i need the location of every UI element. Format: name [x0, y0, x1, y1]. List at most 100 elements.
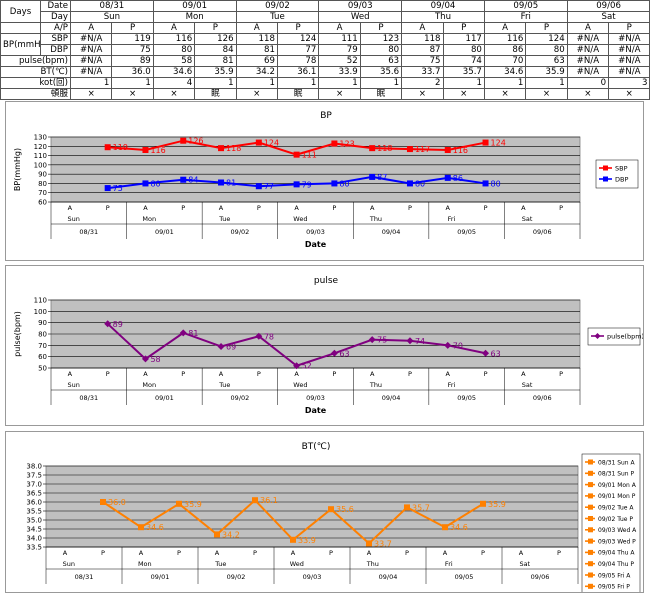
data-point [255, 183, 262, 190]
data-point [180, 137, 187, 144]
sleep-cell: × [566, 88, 610, 100]
dbp-cell: 79 [318, 44, 361, 56]
x-date-label: 09/06 [531, 573, 550, 581]
x-ap-label: P [257, 370, 261, 378]
legend-box [581, 453, 641, 592]
y-tick-label: 34.5 [26, 526, 42, 534]
x-ap-label: A [370, 204, 375, 212]
x-ap-label: P [101, 549, 105, 557]
y-tick-label: 80 [38, 331, 47, 339]
x-axis-title: Date [305, 406, 327, 415]
x-date-label: 09/05 [455, 573, 474, 581]
pulse-cell: 78 [276, 55, 320, 67]
kot-cell: 1 [69, 77, 113, 89]
bt-cell: 35.7 [442, 66, 485, 78]
y-tick-label: 100 [34, 161, 47, 169]
kot-cell: 1 [111, 77, 154, 89]
sbp-cell: #N/A [69, 33, 113, 45]
day-cell: Sun [70, 11, 154, 23]
day-cell: Fri [483, 11, 568, 23]
sbp-cell: #N/A [608, 33, 650, 45]
x-ap-label: P [484, 370, 488, 378]
x-date-label: 09/01 [155, 228, 174, 236]
x-ap-label: A [63, 549, 68, 557]
data-label: 87 [377, 173, 387, 182]
day-cell: Wed [318, 11, 403, 23]
data-label: 79 [302, 180, 312, 189]
data-point [482, 180, 489, 187]
x-date-label: 09/03 [303, 573, 322, 581]
sleep-cell: × [483, 88, 527, 100]
x-date-label: 08/31 [75, 573, 94, 581]
data-label: 111 [302, 151, 317, 160]
legend-entry: 09/03 Wed A [598, 527, 637, 534]
ap-cell: A [401, 22, 444, 34]
dbp-cell: 81 [235, 44, 278, 56]
data-point [444, 341, 452, 349]
x-ap-label: A [519, 549, 524, 557]
date-row: Days Date 08/31 09/01 09/02 09/03 09/04 09/05 09… [0, 0, 650, 23]
x-axis-title: Date [305, 240, 327, 249]
x-day-label: Fri [448, 215, 456, 223]
data-label: 80 [491, 179, 501, 188]
x-ap-label: P [408, 370, 412, 378]
sleep-cell: × [152, 88, 196, 100]
legend-box [587, 327, 641, 346]
y-tick-label: 70 [38, 189, 47, 197]
legend-entry: DBP [615, 175, 628, 183]
x-date-label: 08/31 [79, 394, 98, 402]
data-point [141, 355, 149, 363]
pulse-cell: #N/A [69, 55, 113, 67]
legend-marker [588, 493, 593, 499]
y-tick-label: 70 [38, 342, 47, 350]
x-day-label: Mon [138, 560, 152, 568]
ap-cell: P [111, 22, 154, 34]
x-ap-label: A [521, 370, 526, 378]
sleep-cell: × [111, 88, 154, 100]
data-label: 33.7 [374, 539, 392, 548]
kot-cell: 1 [235, 77, 278, 89]
dbp-cell: 80 [152, 44, 196, 56]
x-ap-label: P [332, 204, 336, 212]
x-date-label: 09/04 [382, 228, 401, 236]
data-point [293, 362, 301, 370]
x-ap-label: A [68, 370, 73, 378]
data-point [293, 181, 300, 188]
data-label: 118 [377, 144, 392, 153]
dbp-cell: #N/A [608, 44, 650, 56]
x-day-label: Wed [293, 215, 307, 223]
data-point [444, 147, 451, 153]
data-point [331, 140, 338, 147]
legend-entry: 08/31 Sun P [598, 471, 635, 478]
x-ap-label: A [68, 204, 73, 212]
sleep-cell: × [69, 88, 113, 100]
sleep-label: 頓服 [0, 88, 71, 100]
x-ap-label: A [446, 204, 451, 212]
pulse-chart: pulse 50 60 70 80 90 100 110 pulse(bpm) A P A P A P A P A… [13, 276, 643, 415]
data-label: 81 [188, 329, 198, 338]
dbp-row: DBP #N/A 75 80 84 81 77 79 80 87 80 86 80 #N/A #N/A [1, 44, 650, 56]
data-label: 78 [264, 332, 274, 341]
bt-cell: 34.2 [235, 66, 278, 78]
x-date-label: 09/02 [231, 228, 250, 236]
data-label: 118 [226, 144, 241, 153]
sbp-cell: 123 [359, 33, 403, 45]
data-label: 69 [226, 342, 236, 351]
legend-entry: 09/03 Wed P [598, 538, 636, 545]
x-date-label: 09/01 [155, 394, 174, 402]
y-tick-label: 110 [34, 152, 47, 160]
bt-cell: 34.6 [152, 66, 196, 78]
data-label: 86 [453, 174, 463, 183]
x-date-label: 09/05 [457, 394, 476, 402]
y-tick-label: 34.0 [26, 535, 42, 543]
data-label: 81 [226, 179, 236, 188]
data-label: 34.2 [222, 530, 240, 539]
pulse-cell: 89 [111, 55, 154, 67]
bt-cell: 35.9 [525, 66, 568, 78]
day-cell: Tue [235, 11, 320, 23]
kot-cell: 1 [194, 77, 237, 89]
sleep-cell: 眠 [276, 88, 320, 100]
y-tick-label: 90 [38, 319, 47, 327]
legend-entry: 09/02 Tue P [598, 516, 633, 523]
